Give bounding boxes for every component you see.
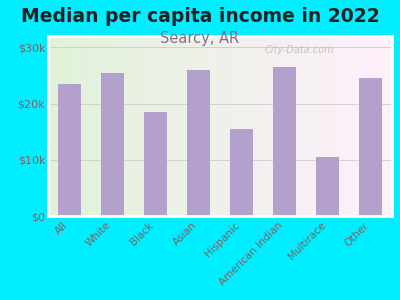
Bar: [101, 73, 124, 216]
Bar: [58, 84, 81, 216]
Bar: [230, 129, 253, 216]
Text: Median per capita income in 2022: Median per capita income in 2022: [21, 8, 379, 26]
Bar: [316, 157, 339, 216]
Bar: [144, 112, 167, 216]
Text: City-Data.com: City-Data.com: [265, 45, 334, 55]
Text: Searcy, AR: Searcy, AR: [160, 32, 240, 46]
Bar: [273, 67, 296, 216]
Bar: [187, 70, 210, 216]
Bar: [359, 78, 382, 216]
